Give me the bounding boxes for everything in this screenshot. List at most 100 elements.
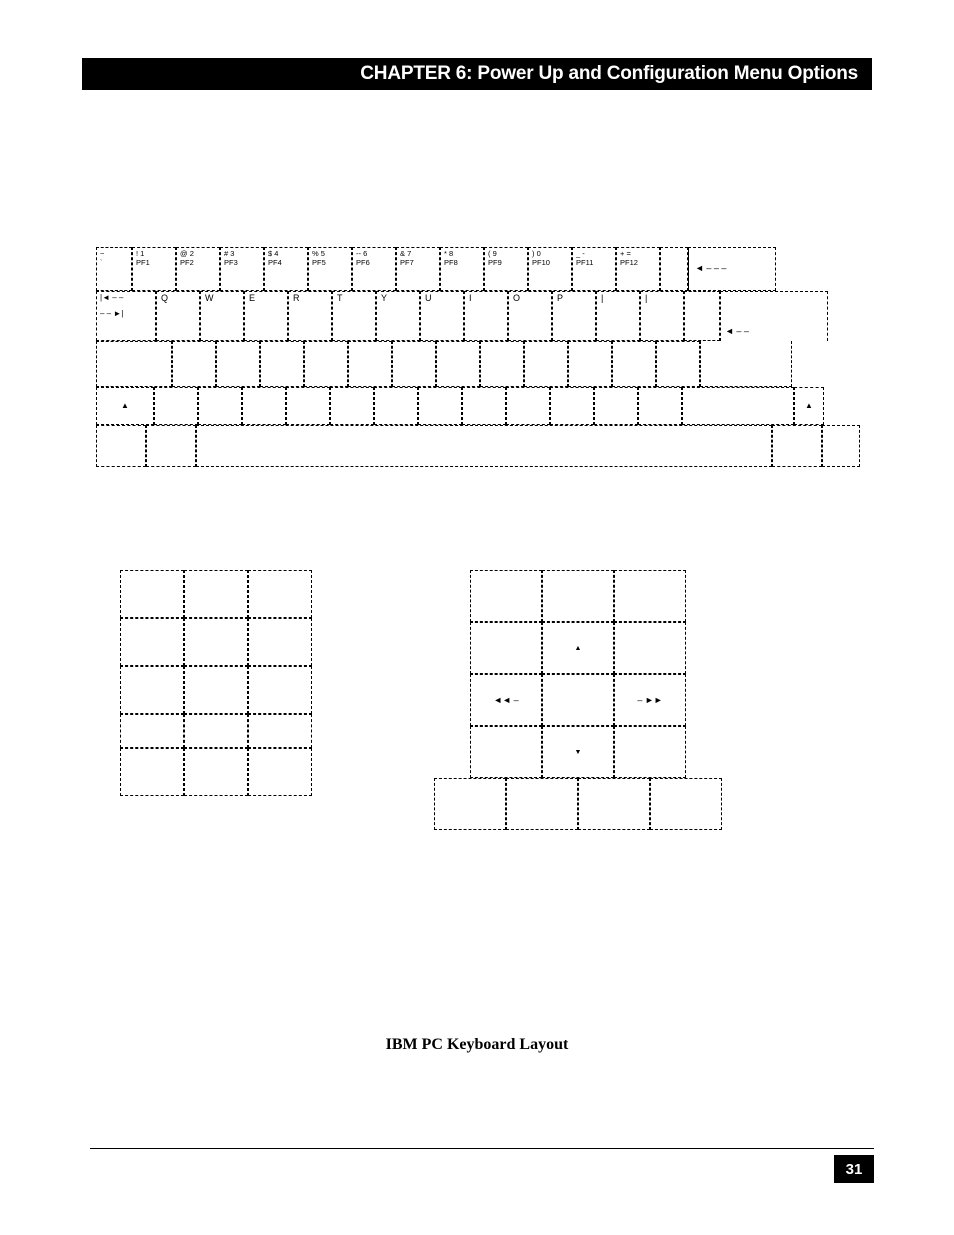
numpad-cell	[248, 714, 312, 748]
arrow-left-icon: ◄◄ –	[493, 695, 518, 705]
key-7: & 7PF7	[396, 247, 440, 291]
key-c	[242, 387, 286, 425]
numpad-cell	[184, 570, 248, 618]
backspace-arrow-icon: ◄ – – –	[695, 264, 726, 274]
key-z	[154, 387, 198, 425]
nav-cell	[650, 778, 722, 830]
page-number: 31	[834, 1155, 874, 1183]
key-k	[480, 341, 524, 387]
footer-rule	[90, 1148, 874, 1149]
numpad-cell	[184, 748, 248, 796]
key-lalt	[146, 425, 196, 467]
key-lctrl	[96, 425, 146, 467]
key-j	[436, 341, 480, 387]
key-quote	[612, 341, 656, 387]
key-n	[374, 387, 418, 425]
key-s	[216, 341, 260, 387]
nav-cell	[614, 622, 686, 674]
key-r4a	[594, 387, 638, 425]
key-spare	[660, 247, 688, 291]
nav-cell	[470, 622, 542, 674]
keyboard-row-5	[96, 425, 860, 467]
key-equals: + =PF12	[616, 247, 660, 291]
nav-cell	[506, 778, 578, 830]
nav-cell	[542, 570, 614, 622]
key-u: U	[420, 291, 464, 341]
numpad-cluster	[120, 570, 314, 796]
key-f	[304, 341, 348, 387]
numpad-cell	[248, 666, 312, 714]
key-8: * 8PF8	[440, 247, 484, 291]
key-b	[330, 387, 374, 425]
numpad-cell	[184, 618, 248, 666]
nav-right: – ►►	[614, 674, 686, 726]
nav-cell	[614, 726, 686, 778]
key-v	[286, 387, 330, 425]
key-extra	[656, 341, 700, 387]
nav-cell	[434, 778, 506, 830]
key-e: E	[244, 291, 288, 341]
key-t: T	[332, 291, 376, 341]
key-g	[348, 341, 392, 387]
keyboard-row-1: ~` ! 1PF1 @ 2PF2 # 3PF3 $ 4PF4 % 5PF5 --…	[96, 247, 860, 291]
key-backslash	[684, 291, 720, 341]
key-bracket-r: |	[640, 291, 684, 341]
tab-back-icon: |◄ – –	[100, 294, 123, 303]
enter-arrow-icon: ◄ – –	[725, 327, 749, 337]
key-w: W	[200, 291, 244, 341]
key-i: I	[464, 291, 508, 341]
numpad-cell	[248, 618, 312, 666]
key-rshift	[682, 387, 794, 425]
tab-fwd-icon: – – ►|	[100, 310, 123, 319]
key-enter-top: ◄ – –	[720, 291, 828, 341]
key-a	[172, 341, 216, 387]
numpad-cell	[184, 714, 248, 748]
figure-caption: IBM PC Keyboard Layout	[0, 1036, 954, 1054]
key-d	[260, 341, 304, 387]
key-comma	[462, 387, 506, 425]
numpad-cell	[248, 570, 312, 618]
key-period	[506, 387, 550, 425]
numpad-cell	[248, 748, 312, 796]
arrow-right-icon: – ►►	[637, 695, 662, 705]
keyboard-row-4: ▲ ▲	[96, 387, 860, 425]
key-r: R	[288, 291, 332, 341]
nav-cell	[542, 674, 614, 726]
key-h	[392, 341, 436, 387]
numpad-cell	[120, 748, 184, 796]
keyboard-row-2: |◄ – – – – ►| Q W E R T Y U I O P | | ◄ …	[96, 291, 860, 341]
chapter-header: CHAPTER 6: Power Up and Configuration Me…	[82, 58, 872, 90]
numpad-cell	[120, 618, 184, 666]
key-semicolon	[568, 341, 612, 387]
nav-cell	[470, 570, 542, 622]
key-capslock	[96, 341, 172, 387]
key-tab: |◄ – – – – ►|	[96, 291, 156, 341]
key-rshift-arrow: ▲	[794, 387, 824, 425]
nav-cell	[578, 778, 650, 830]
key-9: ( 9PF9	[484, 247, 528, 291]
key-1: ! 1PF1	[132, 247, 176, 291]
key-4: $ 4PF4	[264, 247, 308, 291]
shift-up-icon-r: ▲	[805, 402, 813, 411]
nav-down: ▼	[542, 726, 614, 778]
key-minus: _ -PF11	[572, 247, 616, 291]
key-ralt	[772, 425, 822, 467]
key-slash	[550, 387, 594, 425]
numpad-cell	[120, 666, 184, 714]
key-y: Y	[376, 291, 420, 341]
key-3: # 3PF3	[220, 247, 264, 291]
key-6: -- 6PF6	[352, 247, 396, 291]
key-x	[198, 387, 242, 425]
key-q: Q	[156, 291, 200, 341]
key-o: O	[508, 291, 552, 341]
navpad-cluster: ▲ ◄◄ – – ►► ▼	[434, 570, 723, 830]
key-m	[418, 387, 462, 425]
nav-up: ▲	[542, 622, 614, 674]
arrow-down-icon: ▼	[575, 749, 582, 756]
keyboard-main: ~` ! 1PF1 @ 2PF2 # 3PF3 $ 4PF4 % 5PF5 --…	[96, 247, 860, 467]
key-2: @ 2PF2	[176, 247, 220, 291]
key-l	[524, 341, 568, 387]
arrow-up-icon: ▲	[575, 645, 582, 652]
key-space	[196, 425, 772, 467]
numpad-cell	[120, 714, 184, 748]
